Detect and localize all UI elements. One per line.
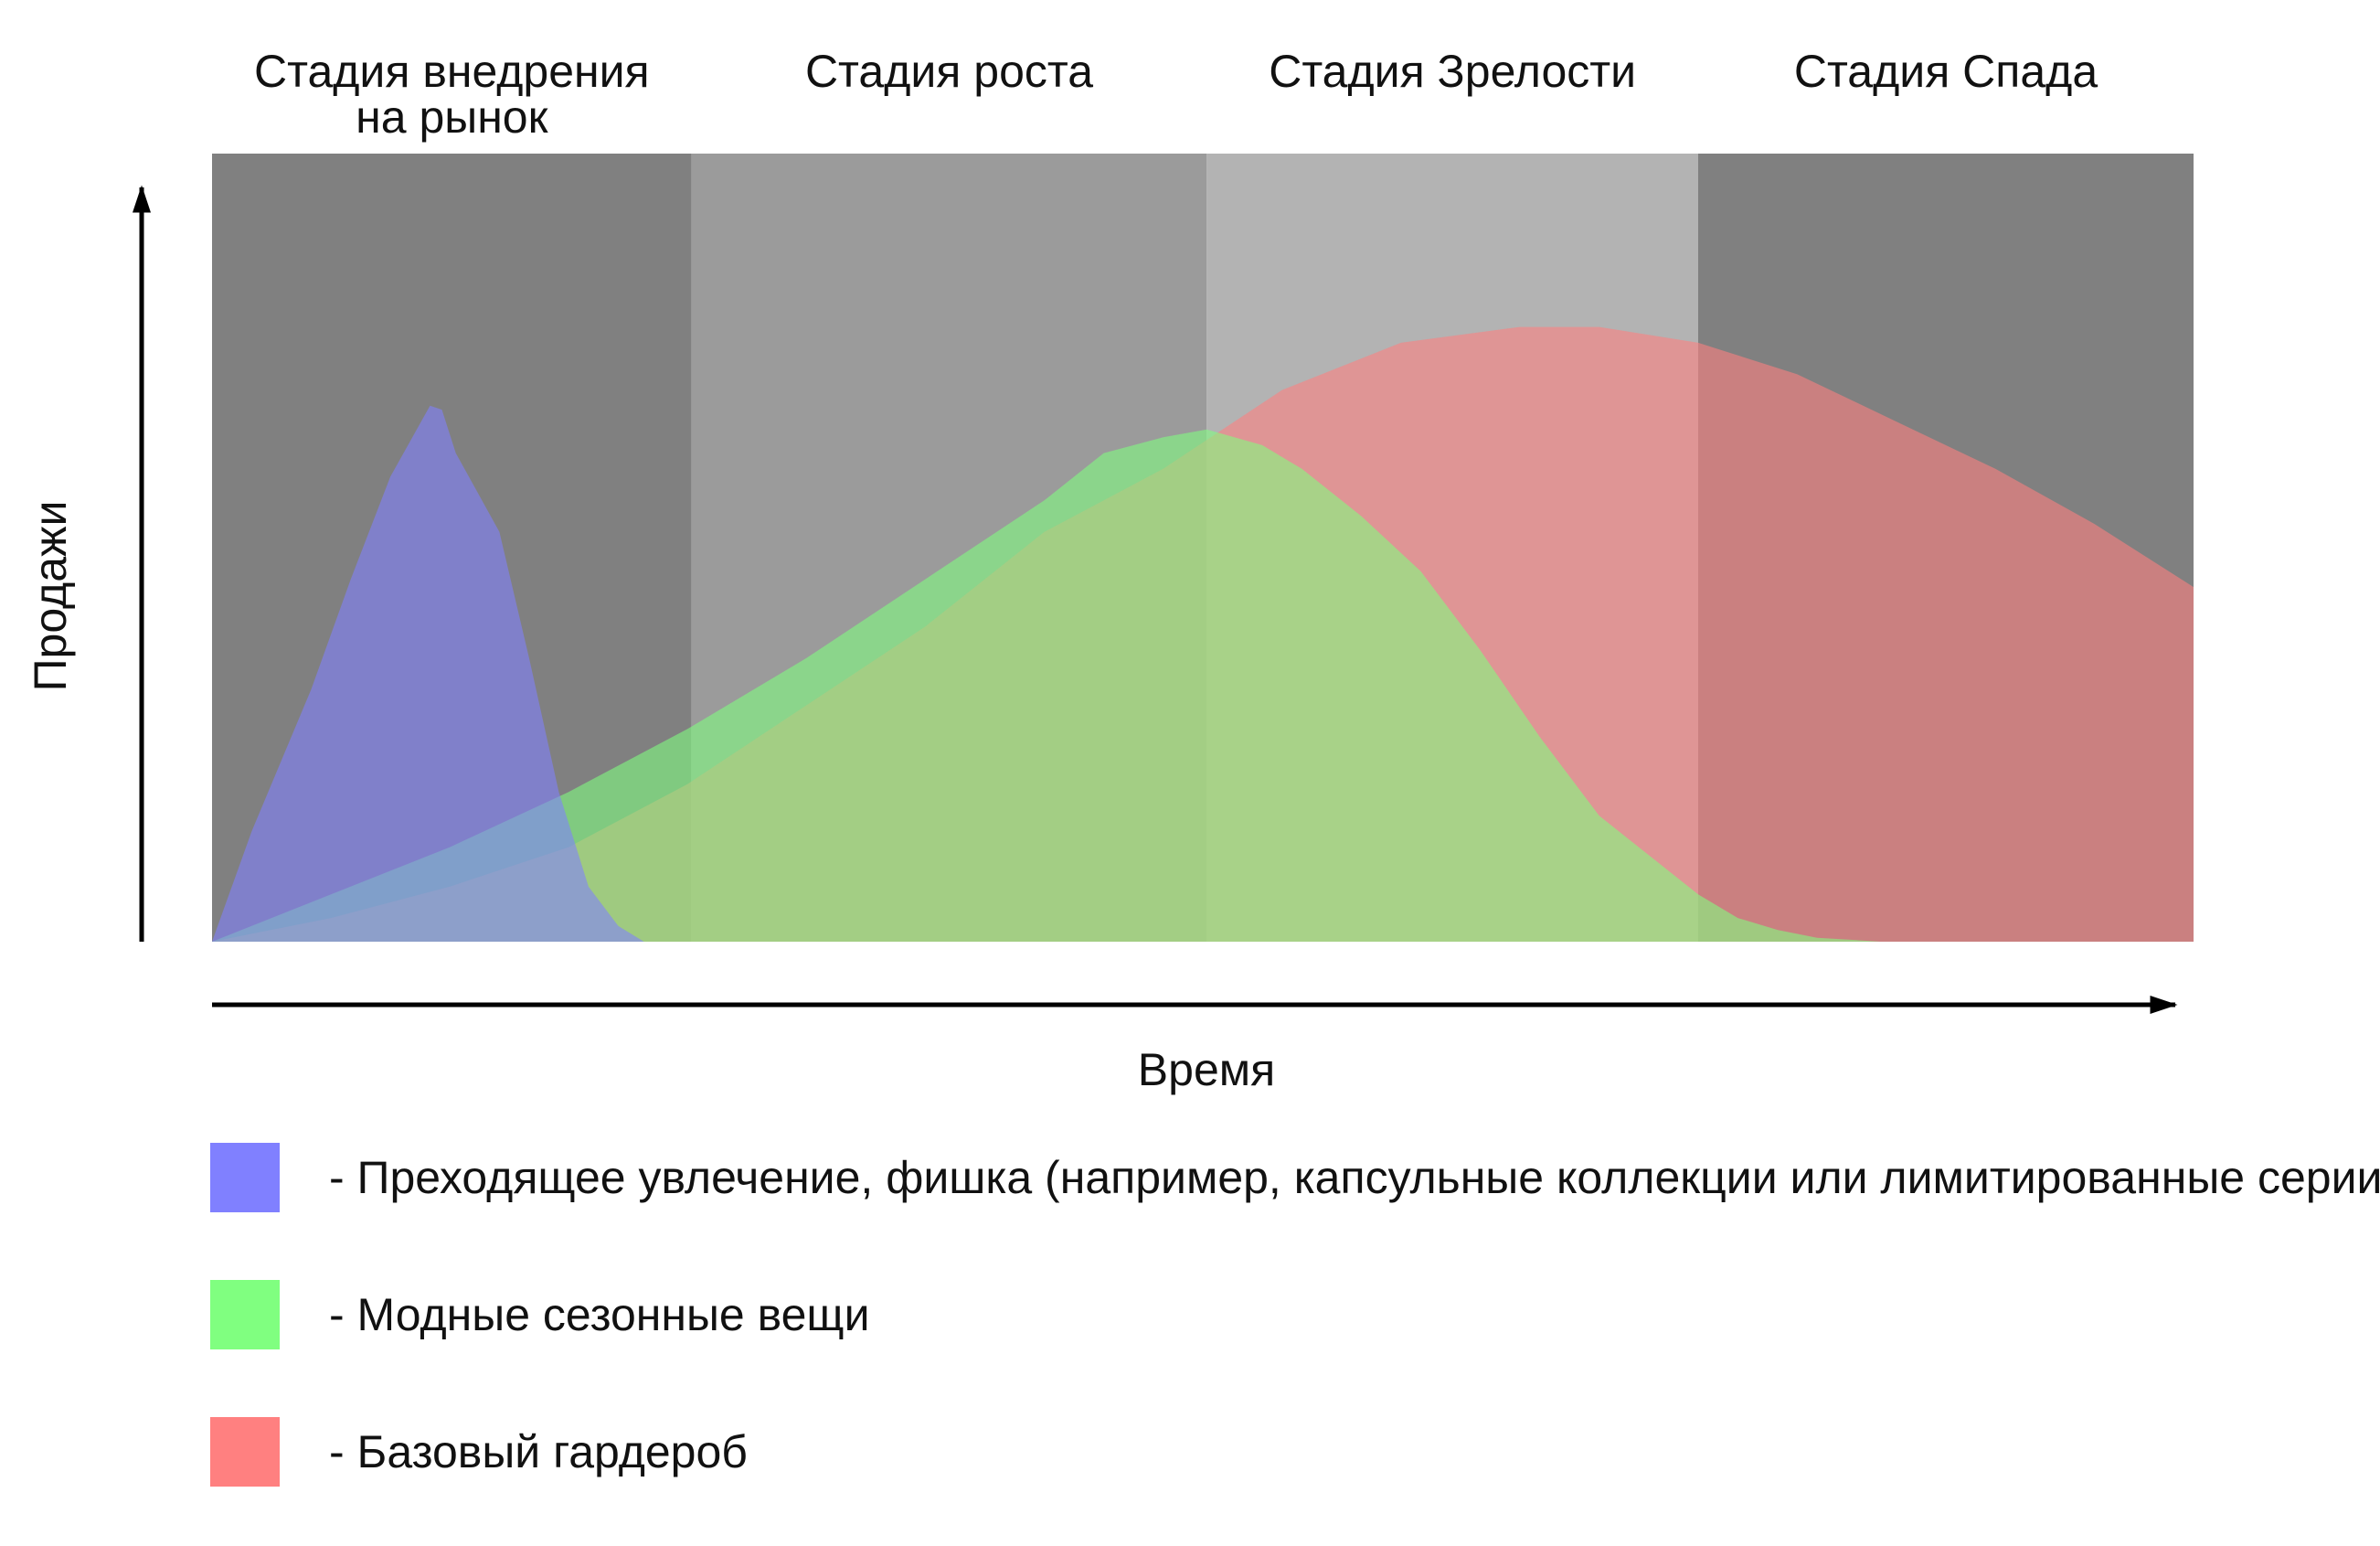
legend-swatch — [210, 1280, 280, 1349]
legend: - Преходящее увлечение, фишка (например,… — [210, 1143, 2380, 1487]
stage-label: Стадия Спада — [1794, 46, 2098, 97]
legend-swatch — [210, 1417, 280, 1487]
x-axis-title: Время — [1138, 1044, 1275, 1095]
legend-label: - Преходящее увлечение, фишка (например,… — [329, 1152, 2380, 1203]
y-axis-title: Продажи — [25, 501, 76, 692]
series-area — [212, 429, 1881, 942]
axes: Время Продажи — [25, 185, 2178, 1095]
stage-label: Стадия внедрения — [254, 46, 650, 97]
series-area — [212, 405, 644, 942]
stage-label: на рынок — [356, 91, 548, 143]
legend-swatch — [210, 1143, 280, 1212]
legend-label: - Базовый гардероб — [329, 1426, 748, 1477]
series-areas — [212, 326, 2194, 943]
stage-label: Стадия роста — [805, 46, 1093, 97]
stage-label: Стадия Зрелости — [1269, 46, 1636, 97]
legend-label: - Модные сезонные вещи — [329, 1289, 870, 1340]
